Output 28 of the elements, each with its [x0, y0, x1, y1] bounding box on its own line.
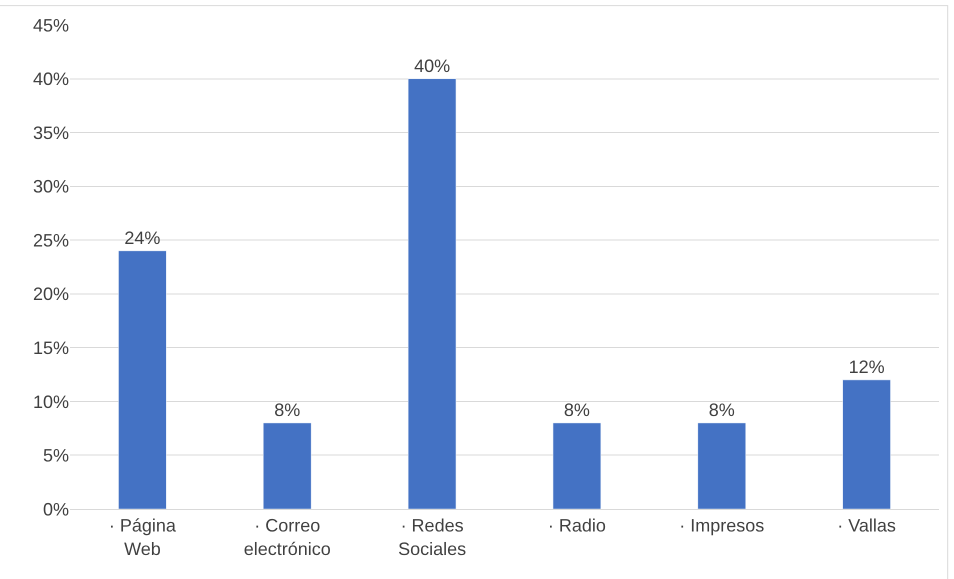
y-tick-label: 25% — [32, 230, 69, 250]
x-tick-label: · Vallas — [837, 516, 896, 536]
x-tick-label: · Correo electrónico — [244, 516, 331, 559]
data-label: 24% — [124, 228, 160, 248]
bar — [263, 422, 312, 509]
bar — [698, 422, 746, 509]
data-label: 8% — [708, 400, 735, 420]
data-label: 8% — [274, 400, 300, 420]
y-tick-label: 40% — [32, 69, 69, 90]
x-tick-label: · Impresos — [679, 516, 764, 536]
x-tick-label: · Radio — [548, 516, 606, 536]
bar — [552, 422, 602, 509]
y-tick-label: 5% — [42, 446, 69, 466]
x-tick-label: · Redes Sociales — [398, 516, 466, 559]
y-tick-label: 30% — [32, 176, 69, 197]
y-tick-label: 20% — [32, 284, 69, 304]
x-tick-label: · Página Web — [108, 516, 177, 559]
y-tick-label: 35% — [32, 122, 69, 143]
y-tick-label: 0% — [42, 499, 69, 520]
bar — [408, 78, 456, 509]
data-label: 40% — [414, 56, 450, 76]
y-tick-label: 15% — [32, 338, 69, 358]
data-label: 8% — [564, 400, 590, 420]
y-tick-label: 10% — [32, 392, 69, 412]
bar — [118, 250, 167, 509]
bar — [842, 380, 891, 509]
y-tick-label: 45% — [32, 15, 69, 36]
data-label: 12% — [848, 356, 885, 377]
